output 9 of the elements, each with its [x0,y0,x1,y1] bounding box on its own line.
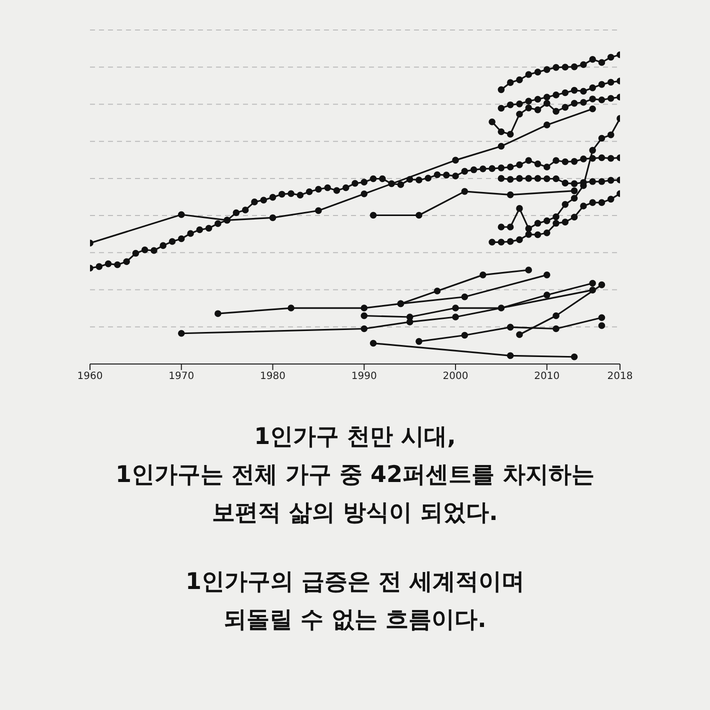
text: 1인가구의 급증은 전 세계적이며 되돌릴 수 없는 흐름이다. [184,568,526,635]
x-tick-label: 1980 [260,371,286,382]
x-tick-label: 2000 [442,371,468,382]
x-tick-label: 1970 [168,371,194,382]
x-tick-label: 2018 [607,371,633,382]
x-tick-label: 1990 [351,371,377,382]
x-tick-label: 2010 [534,371,560,382]
x-tick-label: 1960 [77,371,103,382]
text: 1인가구 천만 시대, 1인가구는 전체 가구 중 42퍼센트를 차지하는 보편적 삶의 방식이 되었다. [114,423,596,528]
